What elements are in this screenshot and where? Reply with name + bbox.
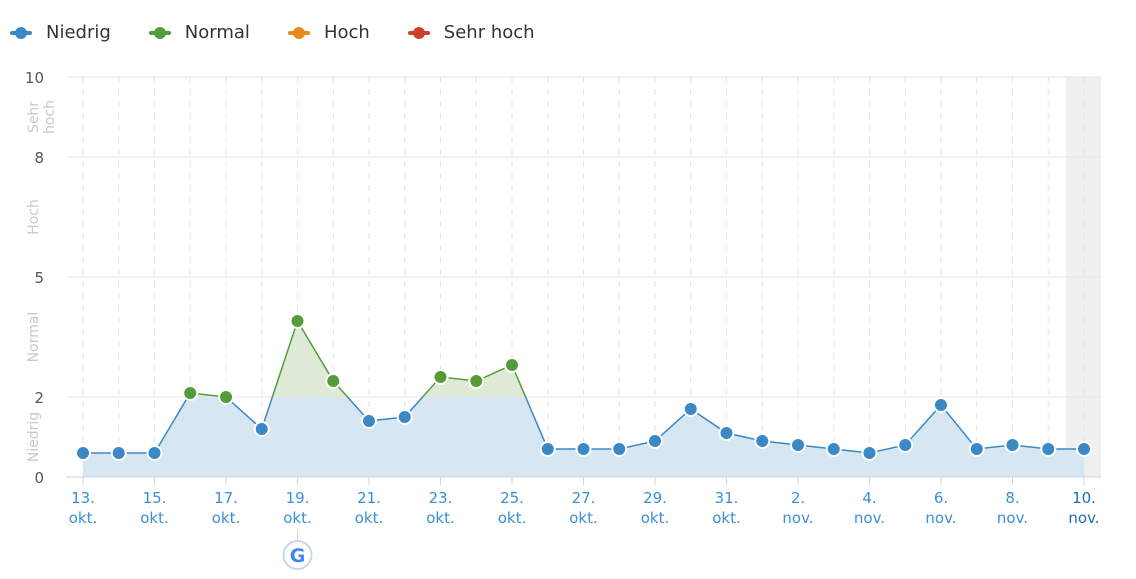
legend-marker-icon [287,26,310,39]
band-label: hoch [42,100,58,134]
data-point [754,433,771,449]
data-point [539,441,556,457]
data-point [897,437,914,453]
data-point [504,357,520,373]
x-tick-label: okt. [212,509,241,527]
legend-marker-icon [407,26,430,39]
x-tick-label: 2. [791,489,805,507]
band-label: Hoch [26,199,42,235]
x-tick-label: nov. [782,509,813,527]
google-update-marker [282,540,313,570]
x-tick-label: okt. [69,509,98,527]
legend-marker-icon [148,26,171,39]
x-tick-label: 8. [1005,489,1019,507]
data-point [968,441,985,457]
legend-item[interactable]: Niedrig [10,22,111,43]
legend-label: Hoch [323,22,370,43]
band-label: Niedrig [26,412,42,462]
x-tick-label: 6. [934,489,948,507]
x-tick-label: 19. [286,489,310,507]
x-tick-label: 31. [715,489,739,507]
x-tick-label: 21. [357,489,381,507]
y-tick-label: 5 [34,269,44,287]
data-point [575,441,592,457]
x-tick-label: 25. [500,489,524,507]
data-point [861,445,878,461]
x-tick-label: okt. [426,509,455,527]
x-tick-label: 27. [572,489,596,507]
x-tick-label: okt. [712,509,741,527]
data-point [825,441,842,457]
data-point [1076,441,1092,457]
x-tick-label: okt. [283,509,312,527]
data-point [718,425,735,441]
data-point [146,445,163,461]
legend-label: Sehr hoch [443,22,535,43]
data-point [468,373,485,389]
data-point [1004,437,1021,453]
data-point [253,421,270,437]
data-point [432,369,449,385]
legend-marker-icon [10,26,32,39]
x-tick-label: okt. [140,509,169,527]
x-tick-label: 17. [214,489,238,507]
x-tick-label: nov. [997,509,1028,527]
x-tick-label: okt. [641,509,670,527]
data-point [611,441,628,457]
legend-item[interactable]: Sehr hoch [407,22,535,43]
x-tick-label: okt. [355,509,384,527]
data-point [396,409,413,425]
legend: Niedrig Normal Hoch Sehr hoch [10,22,535,43]
data-point [110,445,127,461]
x-tick-label: nov. [925,509,956,527]
data-point [790,437,806,453]
y-tick-label: 8 [34,149,44,167]
google-icon: G [290,545,306,567]
x-tick-label: okt. [498,509,527,527]
x-tick-label: nov. [854,509,885,527]
x-tick-label: 13. [71,489,95,507]
data-point [933,397,949,413]
data-point [1040,441,1057,457]
data-point [361,413,377,429]
data-point [182,385,199,401]
band-label: Sehr [26,101,42,133]
y-tick-label: 0 [34,469,44,487]
data-point [647,433,663,449]
legend-label: Normal [184,22,250,43]
data-point [682,401,699,417]
y-tick-label: 2 [34,389,44,407]
legend-item[interactable]: Normal [148,22,250,43]
legend-item[interactable]: Hoch [287,22,370,43]
data-point [218,389,234,405]
x-tick-label: 29. [643,489,667,507]
legend-label: Niedrig [46,22,111,43]
x-tick-label: nov. [1068,509,1099,527]
x-tick-label: 23. [429,489,453,507]
x-tick-label: 15. [143,489,167,507]
y-tick-label: 10 [25,69,44,87]
x-tick-label: okt. [569,509,598,527]
data-point [325,373,342,389]
band-label: Normal [26,312,42,363]
x-tick-label: 4. [862,489,876,507]
data-point [289,313,306,329]
x-tick-label: 10. [1072,489,1096,507]
data-point [75,445,91,461]
